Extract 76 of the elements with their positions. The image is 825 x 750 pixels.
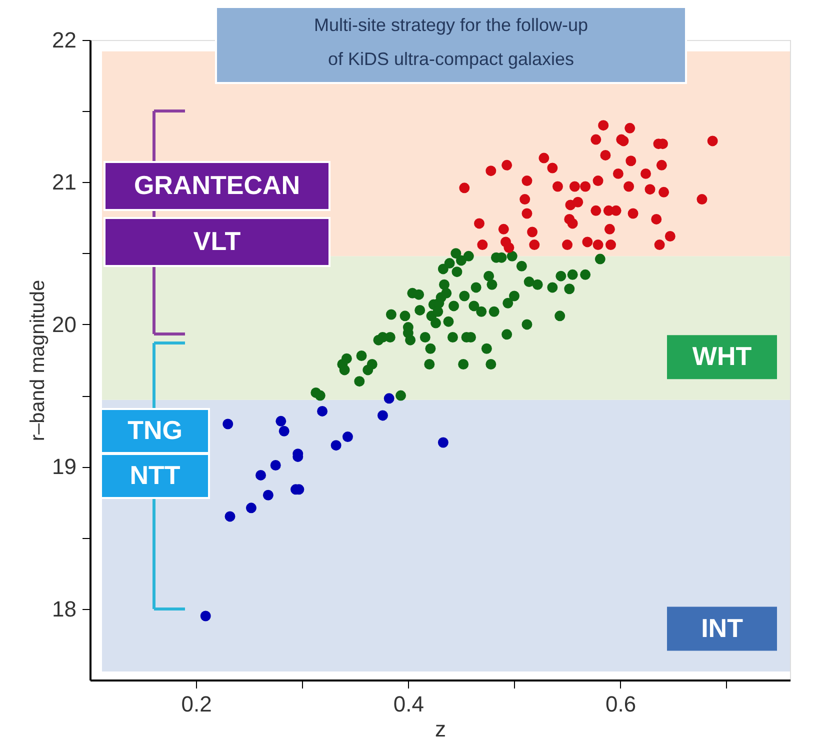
band-label: INT	[701, 612, 744, 643]
point	[600, 150, 611, 160]
point	[477, 240, 488, 250]
x-tick-label: 0.6	[606, 692, 636, 716]
point	[567, 218, 578, 229]
y-tick-label: 20	[52, 312, 76, 337]
point	[498, 224, 509, 234]
annotation: NTT	[130, 460, 180, 490]
point	[474, 218, 484, 229]
point	[224, 511, 236, 522]
point	[342, 432, 353, 442]
point	[644, 184, 656, 195]
point	[527, 226, 538, 238]
point	[522, 176, 532, 186]
point	[580, 181, 591, 192]
point	[628, 208, 638, 219]
y-tick-label: 21	[52, 170, 76, 195]
point	[438, 437, 448, 448]
point	[278, 426, 290, 436]
point	[504, 242, 514, 253]
point	[562, 240, 573, 250]
point	[377, 410, 388, 421]
point	[547, 162, 558, 174]
point	[200, 610, 211, 622]
point	[529, 240, 540, 250]
point	[640, 168, 651, 179]
point	[592, 176, 604, 186]
y-tick-label: 19	[52, 454, 76, 480]
x-axis-title: z	[435, 716, 446, 742]
point	[598, 120, 609, 131]
band-label: WHT	[692, 341, 752, 372]
point	[707, 136, 718, 146]
point	[624, 122, 636, 134]
point	[604, 224, 615, 234]
point	[502, 160, 512, 170]
point	[317, 406, 328, 416]
point	[552, 181, 563, 192]
point	[656, 160, 667, 170]
point	[270, 460, 281, 470]
point	[612, 168, 624, 179]
point	[626, 156, 636, 166]
point	[459, 182, 470, 194]
point	[522, 208, 532, 219]
annotation: VLT	[193, 226, 241, 256]
point	[538, 152, 550, 164]
point	[569, 181, 580, 192]
point	[606, 240, 616, 250]
point	[654, 240, 665, 250]
point	[592, 240, 604, 250]
point	[572, 196, 584, 208]
point	[696, 194, 708, 205]
point	[384, 393, 394, 404]
point	[262, 490, 274, 500]
point	[276, 416, 286, 426]
point	[256, 470, 266, 480]
point	[624, 181, 634, 192]
point	[582, 236, 593, 248]
point	[486, 166, 496, 176]
x-tick-label: 0.4	[393, 692, 424, 716]
point	[664, 231, 676, 242]
point	[658, 186, 670, 198]
point	[590, 134, 602, 145]
point	[222, 418, 234, 430]
point	[610, 205, 622, 216]
y-tick-label: 18	[52, 596, 76, 622]
x-tick-label: 0.2	[181, 692, 212, 716]
point	[246, 502, 256, 514]
point	[520, 194, 530, 205]
y-tick-label: 22	[52, 28, 76, 52]
chart-title: Multi-site strategy for the follow-up of KiDS ultra-compact galaxies	[314, 15, 588, 69]
point	[651, 214, 662, 224]
annotation: TNG	[128, 415, 182, 445]
point	[330, 440, 342, 451]
annotation: GRANTECAN	[134, 170, 300, 200]
y-axis-title: r–band magnitude	[27, 280, 50, 442]
point	[590, 205, 602, 216]
